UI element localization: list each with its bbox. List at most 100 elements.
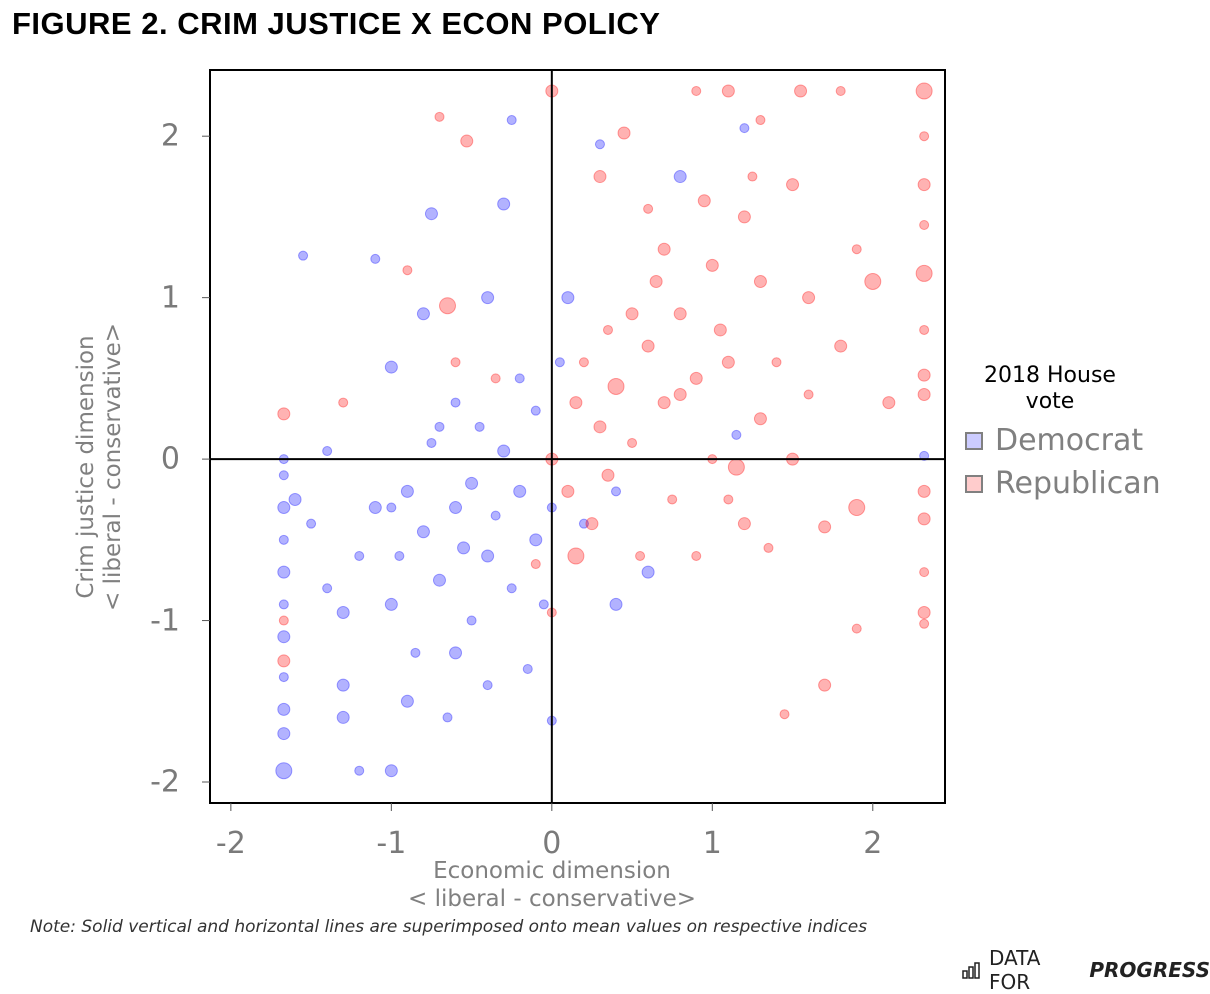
republican-point bbox=[834, 339, 848, 353]
republican-point bbox=[691, 85, 702, 96]
republican-point bbox=[460, 134, 474, 148]
legend: 2018 House vote Democrat Republican bbox=[965, 363, 1165, 501]
republican-point bbox=[919, 618, 930, 629]
democrat-point bbox=[739, 123, 750, 134]
republican-point bbox=[641, 339, 655, 353]
democrat-point bbox=[384, 597, 398, 611]
democrat-point bbox=[497, 444, 511, 458]
y-tick-label: 1 bbox=[160, 280, 180, 316]
republican-point bbox=[818, 520, 832, 534]
democrat-point bbox=[416, 307, 430, 321]
democrat-point bbox=[277, 565, 291, 579]
democrat-point bbox=[410, 647, 421, 658]
democrat-point bbox=[354, 550, 365, 561]
x-tick-label: -1 bbox=[376, 826, 407, 861]
republican-point bbox=[771, 357, 782, 368]
democrat-point bbox=[277, 702, 291, 716]
republican-point bbox=[667, 494, 678, 505]
democrat-point bbox=[594, 139, 605, 150]
democrat-point bbox=[609, 597, 623, 611]
republican-point bbox=[919, 219, 930, 230]
republican-point bbox=[625, 307, 639, 321]
republican-point bbox=[657, 396, 671, 410]
democrat-point bbox=[278, 599, 289, 610]
legend-title-line2: vote bbox=[1025, 389, 1075, 414]
republican-point bbox=[567, 547, 585, 565]
x-tick-label: 1 bbox=[702, 826, 722, 861]
democrat-point bbox=[465, 476, 479, 490]
republican-point bbox=[490, 373, 501, 384]
democrat-point bbox=[336, 710, 350, 724]
republican-point bbox=[585, 517, 599, 531]
republican-point bbox=[721, 84, 735, 98]
republican-point bbox=[705, 258, 719, 272]
y-tick-label: 2 bbox=[160, 118, 180, 154]
x-axis-label: Economic dimension bbox=[433, 858, 671, 884]
republican-point bbox=[917, 368, 931, 382]
democrat-point bbox=[497, 197, 511, 211]
republican-point bbox=[689, 371, 703, 385]
y-axis-title: Crim justice dimension < liberal - conse… bbox=[73, 257, 127, 677]
republican-point bbox=[439, 297, 457, 315]
republican-point bbox=[450, 357, 461, 368]
y-tick-label: -2 bbox=[150, 764, 180, 800]
democrat-point bbox=[506, 115, 517, 126]
y-tick-label: -1 bbox=[150, 603, 180, 639]
democrat-point bbox=[466, 615, 477, 626]
republican-point bbox=[697, 194, 711, 208]
republican-point bbox=[657, 242, 671, 256]
democrat-point bbox=[611, 486, 622, 497]
x-axis-title: Economic dimension < liberal - conservat… bbox=[370, 857, 734, 913]
democrat-point bbox=[561, 291, 575, 305]
republican-point bbox=[530, 559, 541, 570]
republican-point bbox=[848, 499, 866, 517]
republican-point bbox=[721, 355, 735, 369]
democrat-point bbox=[368, 501, 382, 515]
democrat-point bbox=[277, 501, 291, 515]
democrat-point bbox=[474, 421, 485, 432]
legend-item-democrat: Democrat bbox=[965, 423, 1165, 458]
democrat-point bbox=[641, 565, 655, 579]
democrat-point bbox=[306, 518, 317, 529]
legend-item-republican: Republican bbox=[965, 466, 1165, 501]
democrat-point bbox=[354, 765, 365, 776]
republican-point bbox=[402, 265, 413, 276]
republican-point bbox=[919, 131, 930, 142]
democrat-point bbox=[386, 502, 397, 513]
figure-title: FIGURE 2. CRIM JUSTICE X ECON POLICY bbox=[12, 6, 661, 41]
democrat-point bbox=[277, 727, 291, 741]
democrat-point bbox=[278, 672, 289, 683]
democrat-point bbox=[481, 549, 495, 563]
democrat-point bbox=[538, 599, 549, 610]
republican-point bbox=[802, 291, 816, 305]
republican-point bbox=[882, 396, 896, 410]
democrat-point bbox=[400, 484, 414, 498]
democrat-point bbox=[336, 678, 350, 692]
legend-label-republican: Republican bbox=[995, 466, 1161, 501]
democrat-point bbox=[450, 397, 461, 408]
republican-point bbox=[835, 85, 846, 96]
republican-point bbox=[786, 178, 800, 192]
democrat-point bbox=[288, 492, 302, 506]
republican-point bbox=[278, 615, 289, 626]
republican-point bbox=[673, 307, 687, 321]
democrat-point bbox=[529, 533, 543, 547]
democrat-point bbox=[275, 762, 293, 780]
democrat-point bbox=[514, 373, 525, 384]
republican-point bbox=[643, 203, 654, 214]
republican-point bbox=[635, 550, 646, 561]
republican-point bbox=[803, 389, 814, 400]
republican-point bbox=[561, 484, 575, 498]
republican-point bbox=[763, 542, 774, 553]
republican-point bbox=[737, 517, 751, 531]
democrat-point bbox=[434, 421, 445, 432]
democrat-point bbox=[506, 583, 517, 594]
republican-point bbox=[779, 709, 790, 720]
legend-key-democrat bbox=[965, 431, 983, 450]
republican-point bbox=[617, 126, 631, 140]
democrat-point bbox=[424, 207, 438, 221]
democrat-point bbox=[432, 573, 446, 587]
democrat-point bbox=[482, 680, 493, 691]
republican-point bbox=[818, 678, 832, 692]
